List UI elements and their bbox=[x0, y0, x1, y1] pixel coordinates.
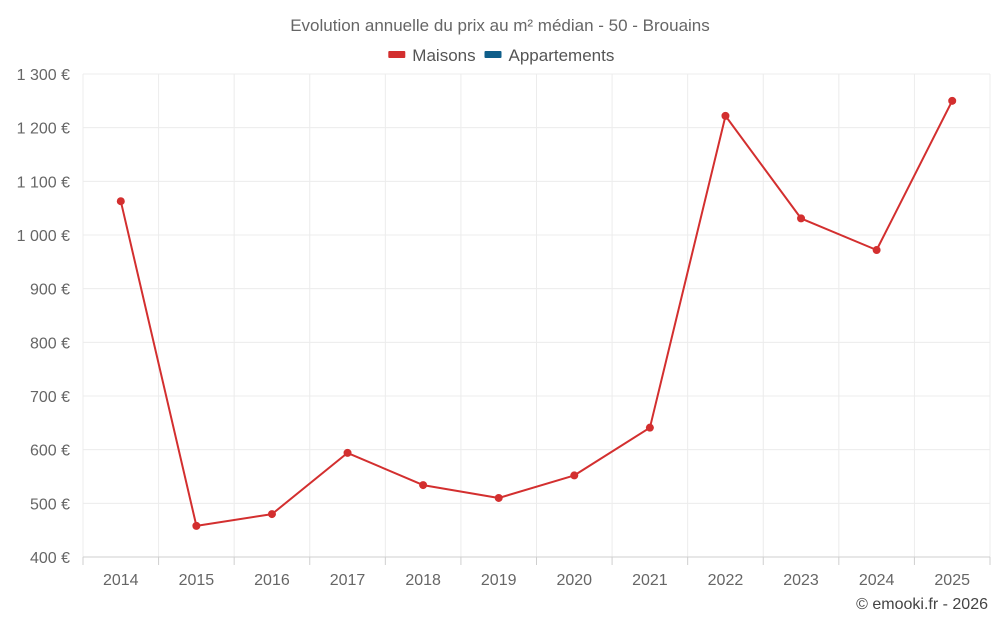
y-tick-label: 1 300 € bbox=[17, 67, 70, 84]
y-tick-label: 400 € bbox=[30, 550, 70, 567]
legend: Maisons Appartements bbox=[388, 46, 614, 65]
data-point bbox=[721, 111, 730, 120]
data-point bbox=[192, 521, 201, 530]
x-tick-label: 2020 bbox=[556, 572, 592, 589]
legend-label-maisons: Maisons bbox=[412, 46, 475, 65]
y-tick-label: 1 000 € bbox=[17, 228, 70, 245]
grid bbox=[82, 73, 991, 557]
credit-text: © emooki.fr - 2026 bbox=[856, 596, 988, 613]
data-point bbox=[267, 510, 276, 519]
data-point bbox=[343, 448, 352, 457]
data-point bbox=[570, 471, 579, 480]
x-tick-label: 2021 bbox=[632, 572, 668, 589]
y-tick-label: 600 € bbox=[30, 443, 70, 460]
x-tick-label: 2018 bbox=[405, 572, 441, 589]
data-point bbox=[872, 246, 881, 255]
x-tick-label: 2015 bbox=[179, 572, 215, 589]
x-tick-label: 2023 bbox=[783, 572, 819, 589]
data-point bbox=[645, 423, 654, 432]
x-tick-label: 2024 bbox=[859, 572, 895, 589]
data-point bbox=[948, 96, 957, 105]
data-point bbox=[494, 493, 503, 502]
x-tick-label: 2016 bbox=[254, 572, 290, 589]
data-point bbox=[797, 214, 806, 223]
y-tick-label: 700 € bbox=[30, 389, 70, 406]
data-point bbox=[419, 481, 428, 490]
y-tick-label: 800 € bbox=[30, 335, 70, 352]
chart-title: Evolution annuelle du prix au m² médian … bbox=[290, 16, 710, 35]
y-tick-label: 900 € bbox=[30, 282, 70, 299]
x-tick-label: 2014 bbox=[103, 572, 139, 589]
data-point bbox=[116, 197, 125, 206]
series-layer bbox=[116, 96, 957, 530]
legend-swatch-maisons bbox=[388, 51, 406, 58]
axes: 400 € 500 € 600 € 700 € 800 € 900 € 1 000 € 1 1… bbox=[17, 67, 991, 589]
y-tick-label: 500 € bbox=[30, 496, 70, 513]
legend-swatch-appartements bbox=[484, 51, 502, 58]
x-tick-label: 2022 bbox=[708, 572, 744, 589]
x-tick-label: 2025 bbox=[934, 572, 970, 589]
series-line-maisons bbox=[119, 100, 954, 527]
x-tick-label: 2019 bbox=[481, 572, 517, 589]
y-tick-label: 1 200 € bbox=[17, 121, 70, 138]
y-tick-label: 1 100 € bbox=[17, 174, 70, 191]
legend-label-appartements: Appartements bbox=[509, 46, 615, 65]
x-tick-label: 2017 bbox=[330, 572, 366, 589]
